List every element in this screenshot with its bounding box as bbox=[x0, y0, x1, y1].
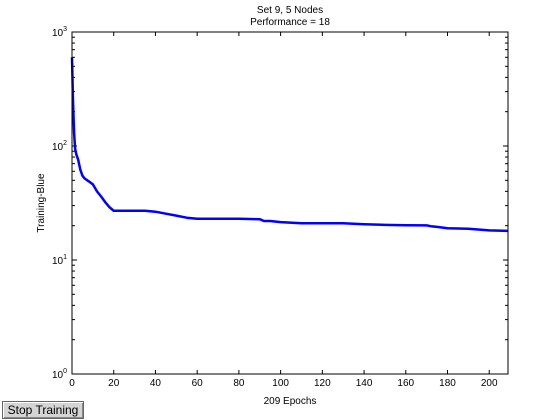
chart-title: Set 9, 5 Nodes bbox=[257, 5, 323, 16]
y-tick-label: 101 bbox=[52, 254, 67, 267]
x-tick-label: 200 bbox=[481, 378, 498, 389]
x-axis-label: 209 Epochs bbox=[264, 396, 317, 407]
x-tick-label: 100 bbox=[272, 378, 289, 389]
x-tick-label: 0 bbox=[69, 378, 75, 389]
y-tick-base: 10 bbox=[52, 28, 64, 39]
y-tick-exponent: 3 bbox=[63, 26, 67, 33]
plot-frame bbox=[71, 31, 509, 375]
y-tick-label: 102 bbox=[52, 140, 67, 153]
y-tick-label: 103 bbox=[52, 26, 67, 39]
y-tick-base: 10 bbox=[52, 256, 64, 267]
y-tick-exponent: 0 bbox=[63, 368, 67, 375]
x-tick-label: 40 bbox=[150, 378, 162, 389]
chart-subtitle: Performance = 18 bbox=[250, 17, 330, 28]
x-tick-label: 180 bbox=[439, 378, 456, 389]
y-tick-base: 10 bbox=[52, 142, 64, 153]
plot-background bbox=[72, 32, 508, 374]
y-tick-exponent: 1 bbox=[63, 254, 67, 261]
training-error-line bbox=[70, 57, 509, 233]
x-tick-label: 140 bbox=[356, 378, 373, 389]
x-tick-label: 20 bbox=[108, 378, 120, 389]
y-tick-exponent: 2 bbox=[63, 140, 67, 147]
x-tick-label: 120 bbox=[314, 378, 331, 389]
x-tick-label: 160 bbox=[397, 378, 414, 389]
y-axis-label: Training-Blue bbox=[36, 173, 47, 233]
x-tick-label: 80 bbox=[233, 378, 245, 389]
x-tick-label: 60 bbox=[192, 378, 204, 389]
y-tick-base: 10 bbox=[52, 370, 64, 381]
y-tick-label: 100 bbox=[52, 368, 67, 381]
stop-training-button[interactable]: Stop Training bbox=[2, 401, 84, 419]
